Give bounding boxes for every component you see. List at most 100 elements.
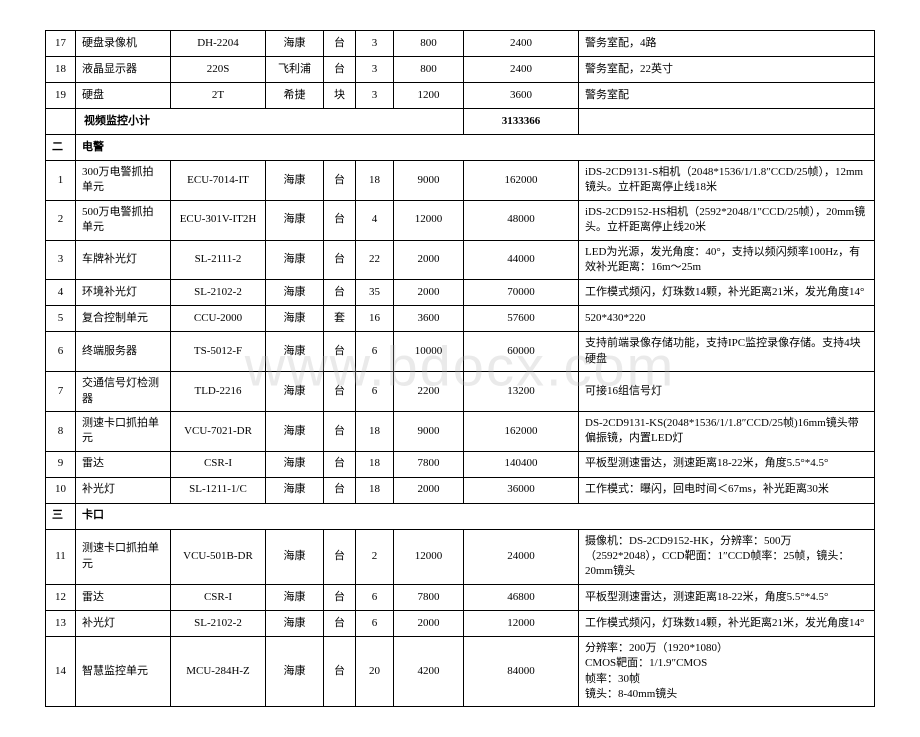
cell-idx: 19 [46,83,76,109]
cell-idx: 12 [46,584,76,610]
cell-brand: 海康 [266,240,324,280]
cell-brand: 海康 [266,31,324,57]
cell-brand: 海康 [266,584,324,610]
cell-remark: DS-2CD9131-KS(2048*1536/1/1.8″CCD/25帧)16… [579,411,875,451]
cell-name: 测速卡口抓拍单元 [76,411,171,451]
cell-price: 800 [394,57,464,83]
cell-unit: 台 [324,584,356,610]
cell-remark: iDS-2CD9131-S相机（2048*1536/1/1.8″CCD/25帧）… [579,161,875,201]
table-row: 2500万电警抓拍单元ECU-301V-IT2H海康台41200048000iD… [46,200,875,240]
cell-brand: 海康 [266,411,324,451]
cell-unit: 台 [324,477,356,503]
cell-model: 2T [171,83,266,109]
cell-unit: 块 [324,83,356,109]
cell-remark: iDS-2CD9152-HS相机（2592*2048/1″CCD/25帧），20… [579,200,875,240]
cell-model: CCU-2000 [171,306,266,332]
cell-brand: 海康 [266,306,324,332]
cell-qty: 6 [356,584,394,610]
section-title: 电警 [76,135,875,161]
section-idx: 三 [46,503,76,529]
cell-idx: 11 [46,529,76,584]
section-header-row: 二电警 [46,135,875,161]
cell-unit: 台 [324,610,356,636]
cell-model: ECU-7014-IT [171,161,266,201]
cell-model: ECU-301V-IT2H [171,200,266,240]
cell-price: 800 [394,31,464,57]
cell-qty: 16 [356,306,394,332]
cell-qty: 22 [356,240,394,280]
cell-name: 补光灯 [76,610,171,636]
cell-unit: 台 [324,57,356,83]
cell-price: 2000 [394,280,464,306]
cell-idx: 14 [46,636,76,707]
cell-price: 7800 [394,584,464,610]
cell-name: 500万电警抓拍单元 [76,200,171,240]
cell-model: VCU-7021-DR [171,411,266,451]
cell-brand: 海康 [266,332,324,372]
cell-brand: 海康 [266,161,324,201]
cell-price: 4200 [394,636,464,707]
cell-qty: 18 [356,477,394,503]
cell-brand: 海康 [266,451,324,477]
table-row: 18液晶显示器220S飞利浦台38002400警务室配，22英寸 [46,57,875,83]
cell-total: 2400 [464,57,579,83]
table-row: 8测速卡口抓拍单元VCU-7021-DR海康台189000162000DS-2C… [46,411,875,451]
cell-idx: 5 [46,306,76,332]
cell-idx: 6 [46,332,76,372]
table-row: 10补光灯SL-1211-1/C海康台18200036000工作模式：曝闪，回电… [46,477,875,503]
cell-brand: 海康 [266,477,324,503]
cell-brand: 海康 [266,200,324,240]
cell-model: DH-2204 [171,31,266,57]
cell-idx: 3 [46,240,76,280]
cell-idx: 17 [46,31,76,57]
cell-total: 48000 [464,200,579,240]
cell-total: 13200 [464,372,579,412]
cell-qty: 18 [356,161,394,201]
cell-remark: 平板型测速雷达，测速距离18-22米，角度5.5°*4.5° [579,584,875,610]
cell-brand: 海康 [266,280,324,306]
section-title: 卡口 [76,503,875,529]
cell-unit: 台 [324,240,356,280]
cell-price: 10000 [394,332,464,372]
cell-unit: 台 [324,332,356,372]
cell-name: 硬盘录像机 [76,31,171,57]
cell-qty: 2 [356,529,394,584]
cell-total: 162000 [464,411,579,451]
table-row: 14智慧监控单元MCU-284H-Z海康台20420084000分辨率：200万… [46,636,875,707]
cell-price: 2000 [394,240,464,280]
cell-remark: 摄像机：DS-2CD9152-HK，分辨率：500万（2592*2048），CC… [579,529,875,584]
cell-idx: 7 [46,372,76,412]
cell-name: 测速卡口抓拍单元 [76,529,171,584]
section-idx: 二 [46,135,76,161]
table-row: 5复合控制单元CCU-2000海康套16360057600520*430*220 [46,306,875,332]
cell-name: 终端服务器 [76,332,171,372]
cell-remark: LED为光源，发光角度：40°，支持以频闪频率100Hz，有效补光距离：16m～… [579,240,875,280]
cell-remark: 520*430*220 [579,306,875,332]
cell-empty [579,109,875,135]
cell-name: 雷达 [76,451,171,477]
cell-qty: 3 [356,57,394,83]
subtotal-row: 视频监控小计3133366 [46,109,875,135]
equipment-table: 17硬盘录像机DH-2204海康台38002400警务室配，4路18液晶显示器2… [45,30,875,707]
cell-unit: 台 [324,529,356,584]
cell-unit: 台 [324,372,356,412]
subtotal-label: 视频监控小计 [76,109,464,135]
cell-remark: 警务室配，22英寸 [579,57,875,83]
cell-idx: 10 [46,477,76,503]
cell-remark: 警务室配，4路 [579,31,875,57]
cell-qty: 35 [356,280,394,306]
table-row: 6终端服务器TS-5012-F海康台61000060000支持前端录像存储功能，… [46,332,875,372]
cell-model: 220S [171,57,266,83]
table-row: 11测速卡口抓拍单元VCU-501B-DR海康台21200024000摄像机：D… [46,529,875,584]
cell-idx: 4 [46,280,76,306]
cell-unit: 台 [324,161,356,201]
cell-price: 1200 [394,83,464,109]
subtotal-value: 3133366 [464,109,579,135]
cell-qty: 20 [356,636,394,707]
cell-name: 复合控制单元 [76,306,171,332]
table-row: 3车牌补光灯SL-2111-2海康台22200044000LED为光源，发光角度… [46,240,875,280]
cell-idx: 1 [46,161,76,201]
cell-price: 3600 [394,306,464,332]
cell-remark: 可接16组信号灯 [579,372,875,412]
cell-remark: 工作模式频闪，灯珠数14颗，补光距离21米，发光角度14° [579,610,875,636]
